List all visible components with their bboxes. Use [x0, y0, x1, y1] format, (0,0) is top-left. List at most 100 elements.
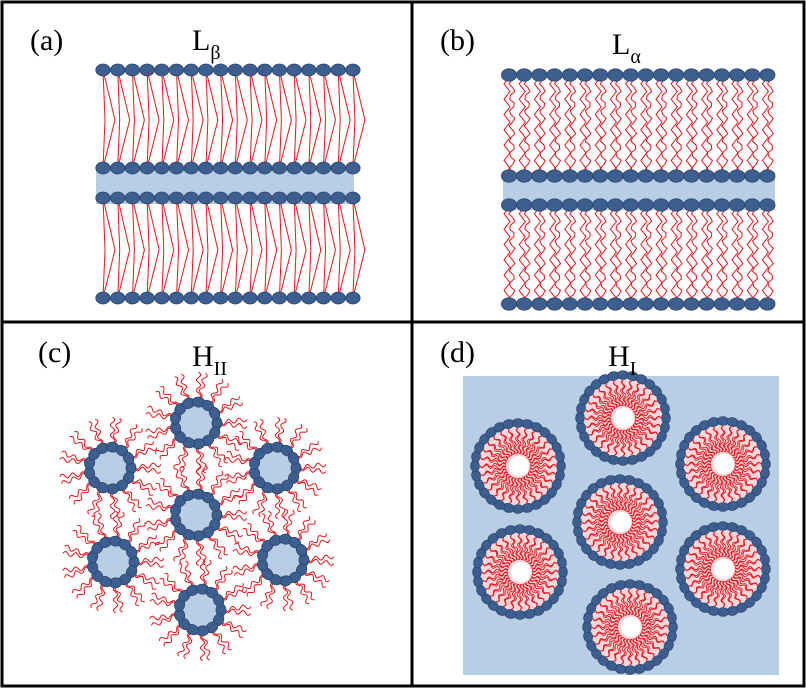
lipid-head	[168, 161, 185, 175]
lipid-tail	[90, 584, 104, 609]
lipid-tail	[249, 119, 263, 169]
lipid-tail	[190, 197, 204, 251]
lipid-tail	[288, 488, 307, 509]
lipid-tail	[134, 573, 160, 585]
lipid-tail	[640, 209, 648, 303]
lipid-tail	[352, 69, 366, 121]
lipid-tail	[482, 574, 509, 583]
lipid-tail	[609, 209, 618, 303]
lipid-tail	[589, 498, 610, 517]
lipid-tail	[253, 421, 268, 446]
lipid-tail	[214, 570, 233, 591]
lipid-tail	[293, 197, 307, 251]
lipid-tail	[190, 119, 204, 169]
lipid-head	[668, 297, 685, 311]
lipid-head	[500, 297, 517, 311]
lipid-tail	[731, 79, 739, 173]
lipid-head	[577, 297, 594, 311]
lipid-head	[657, 506, 667, 519]
lipid-head	[668, 68, 685, 82]
lipid-tail	[205, 249, 209, 299]
lipid-tail	[277, 417, 287, 444]
lipid-tail	[199, 558, 206, 586]
lipid-tail	[209, 443, 228, 464]
lipid-tail	[304, 571, 327, 588]
lipid-head	[286, 191, 302, 205]
lipid-tail	[239, 431, 258, 452]
lipid-head	[95, 63, 111, 77]
lipid-head	[592, 198, 609, 212]
lipid-head	[271, 63, 287, 77]
lipid-tail	[293, 197, 297, 251]
lipid-tail	[479, 464, 507, 470]
lipid-tail	[531, 561, 558, 570]
lipid-tail	[592, 618, 619, 627]
lipid-tail	[622, 533, 631, 560]
lipid-tail	[217, 488, 240, 504]
lipid-tail	[734, 453, 761, 462]
lipid-tail	[645, 79, 653, 173]
lipid-tail	[638, 602, 660, 619]
lipid-tail	[624, 209, 633, 303]
lipid-head	[208, 498, 221, 512]
lipid-tail	[588, 423, 614, 436]
lipid-tail	[529, 456, 556, 467]
lipid-tail	[323, 249, 326, 299]
lipid-tail	[684, 567, 712, 573]
lipid-head	[139, 191, 155, 205]
lipid-tail	[205, 69, 219, 121]
lipid-tail	[337, 119, 351, 169]
lipid-tail	[308, 197, 312, 251]
lipid-tail	[220, 513, 248, 521]
micelle-center	[614, 408, 634, 428]
lipid-tail	[238, 484, 257, 505]
lipid-tail	[131, 197, 135, 251]
lipid-tail	[102, 119, 106, 169]
lipid-tail	[155, 483, 178, 499]
lipid-tail	[485, 577, 511, 590]
lipid-tail	[693, 472, 715, 489]
lipid-tail	[591, 625, 619, 631]
lipid-tail	[234, 436, 257, 452]
lipid-tail	[352, 249, 366, 299]
lipid-tail	[282, 508, 289, 536]
lipid-head	[607, 169, 624, 183]
lipid-tail	[641, 630, 665, 644]
lipid-tail	[117, 119, 121, 169]
lipid-tail	[132, 447, 158, 459]
lipid-tail	[264, 119, 278, 169]
lipid-tail	[220, 249, 234, 299]
lipid-head	[759, 68, 776, 82]
lipid-tail	[220, 509, 248, 517]
lipid-head	[668, 169, 685, 183]
lipid-head	[592, 68, 609, 82]
lipid-tail	[115, 511, 125, 538]
lipid-tail	[131, 119, 135, 169]
lipid-tail	[220, 417, 248, 425]
lipid-head	[531, 198, 548, 212]
lipid-head	[546, 68, 563, 82]
lipid-head	[561, 68, 578, 82]
lipid-tail	[614, 209, 622, 303]
lipid-head	[577, 169, 594, 183]
lipid-head	[124, 191, 140, 205]
lipid-tail	[352, 119, 366, 169]
lipid-tail	[252, 490, 266, 515]
lipid-tail	[690, 209, 698, 303]
lipid-tail	[176, 119, 189, 169]
lipid-tail	[146, 197, 150, 251]
lipid-tail	[489, 548, 510, 567]
lipid-head	[500, 68, 517, 82]
lipid-tail	[226, 472, 252, 484]
lipid-tail	[74, 431, 93, 452]
lipid-tail	[640, 79, 648, 173]
lipid-tail	[523, 435, 542, 456]
lipid-tail	[274, 416, 281, 444]
lipid-tail	[751, 79, 759, 173]
lipid-tail	[323, 249, 336, 299]
lipid-tail	[176, 69, 189, 121]
lipid-tail	[594, 79, 602, 173]
lipid-tail	[523, 209, 531, 303]
lipid-tail	[596, 532, 615, 553]
lipid-tail	[217, 396, 240, 412]
